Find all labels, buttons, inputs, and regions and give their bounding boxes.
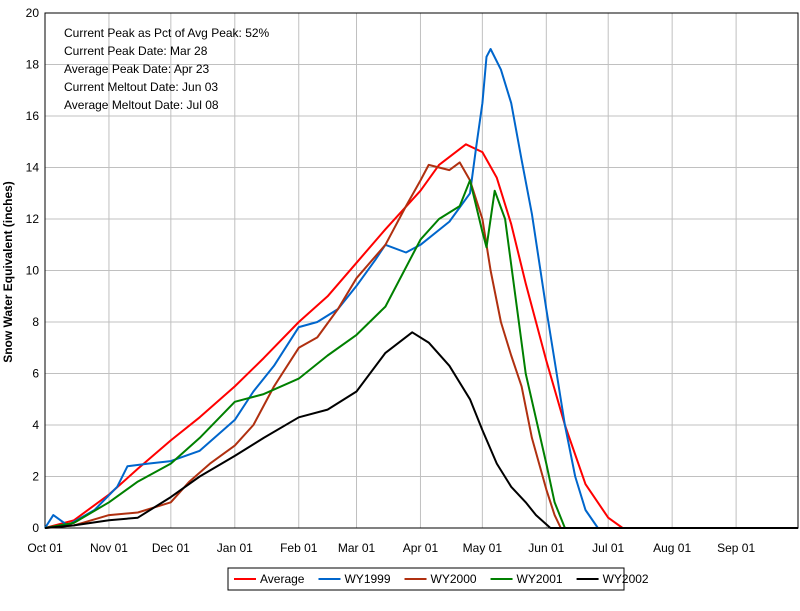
x-tick-label-apr-01: Apr 01 — [403, 541, 439, 555]
y-tick-label-8: 8 — [32, 315, 39, 329]
y-tick-label-20: 20 — [26, 6, 40, 20]
series-line-wy1999 — [44, 48, 798, 529]
x-tick-label-may-01: May 01 — [463, 541, 503, 555]
x-tick-label-nov-01: Nov 01 — [90, 541, 128, 555]
x-tick-label-feb-01: Feb 01 — [280, 541, 318, 555]
y-tick-label-2: 2 — [32, 470, 39, 484]
y-tick-label-4: 4 — [32, 418, 39, 432]
legend-label-wy2001: WY2001 — [517, 572, 563, 586]
x-tick-label-aug-01: Aug 01 — [653, 541, 691, 555]
y-axis-label: Snow Water Equivalent (inches) — [1, 181, 15, 363]
legend-label-wy2002: WY2002 — [603, 572, 649, 586]
x-tick-label-dec-01: Dec 01 — [152, 541, 190, 555]
x-tick-label-oct-01: Oct 01 — [27, 541, 63, 555]
x-tick-label-jul-01: Jul 01 — [592, 541, 624, 555]
series-line-wy2000 — [44, 161, 798, 529]
legend-label-wy2000: WY2000 — [431, 572, 477, 586]
x-tick-label-mar-01: Mar 01 — [338, 541, 376, 555]
annotation-peak-pct: Current Peak as Pct of Avg Peak: 52% — [64, 26, 270, 40]
x-tick-label-jan-01: Jan 01 — [217, 541, 253, 555]
y-tick-label-12: 12 — [26, 212, 40, 226]
y-tick-label-6: 6 — [32, 367, 39, 381]
annotation-current-peak-date: Current Peak Date: Mar 28 — [64, 44, 208, 58]
x-tick-label-jun-01: Jun 01 — [528, 541, 564, 555]
y-tick-label-10: 10 — [26, 264, 40, 278]
annotation-average-peak-date: Average Peak Date: Apr 23 — [64, 62, 210, 76]
annotation-average-meltout-date: Average Meltout Date: Jul 08 — [64, 98, 219, 112]
series-line-wy2002 — [44, 331, 798, 529]
series-lines — [44, 48, 798, 529]
plot-area-border — [44, 12, 799, 529]
y-tick-label-16: 16 — [26, 109, 40, 123]
annotation-current-meltout-date: Current Meltout Date: Jun 03 — [64, 80, 218, 94]
x-tick-label-sep-01: Sep 01 — [717, 541, 755, 555]
y-tick-label-14: 14 — [26, 161, 40, 175]
y-tick-label-18: 18 — [26, 58, 40, 72]
legend-label-average: Average — [260, 572, 305, 586]
legend: Average WY1999 WY2000 WY2001 WY2002 — [227, 567, 649, 591]
y-tick-labels: 0 2 4 6 8 10 12 14 16 18 20 — [26, 6, 40, 535]
series-line-wy2001 — [44, 179, 798, 529]
x-tick-labels: Oct 01 Nov 01 Dec 01 Jan 01 Feb 01 Mar 01 Apr … — [27, 541, 755, 555]
annotation-box: Current Peak as Pct of Avg Peak: 52% Cur… — [64, 26, 270, 112]
y-tick-label-0: 0 — [32, 521, 39, 535]
legend-items: Average WY1999 WY2000 WY2001 WY2002 — [234, 572, 649, 586]
legend-label-wy1999: WY1999 — [344, 572, 390, 586]
